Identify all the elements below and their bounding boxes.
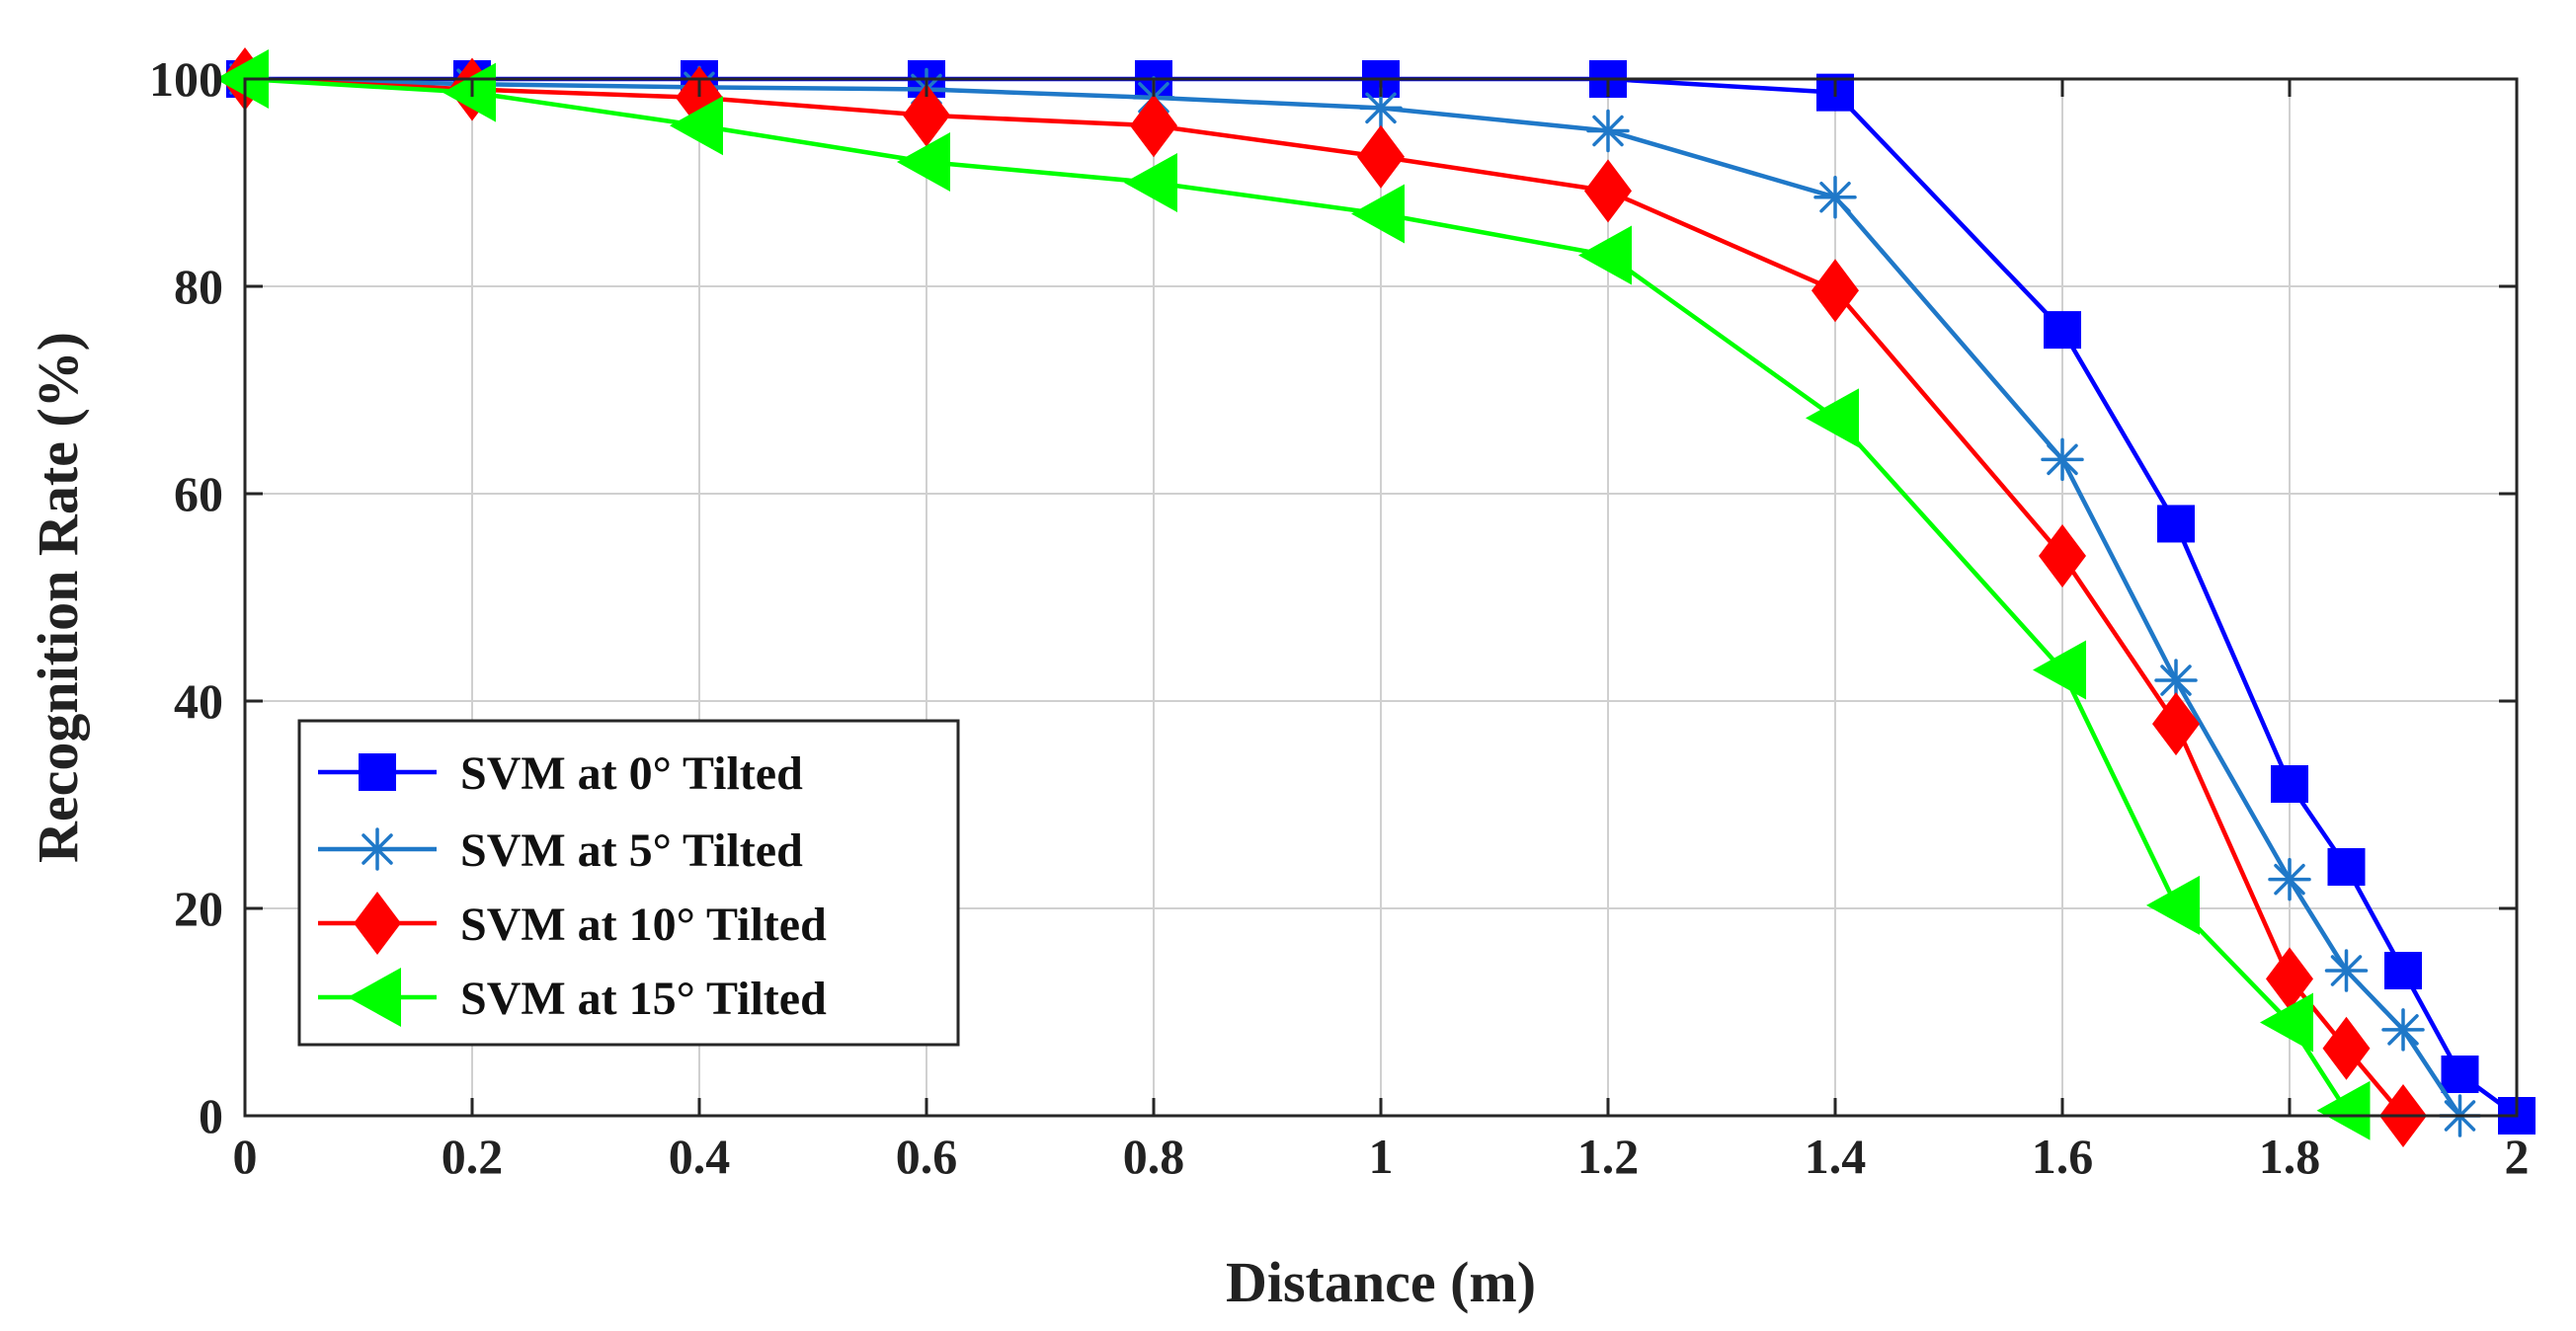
y-tick-label: 100 xyxy=(149,51,223,107)
data-point-diamond xyxy=(1357,124,1405,189)
data-point-square xyxy=(2044,311,2081,350)
data-point-diamond xyxy=(2266,947,2313,1011)
legend-entry-0: SVM at 0° Tilted xyxy=(318,747,803,800)
legend-box xyxy=(297,719,960,1047)
data-point-square xyxy=(359,753,396,791)
legend-entry-3: SVM at 15° Tilted xyxy=(318,968,827,1027)
data-point-triangle xyxy=(2260,992,2313,1053)
data-point-triangle xyxy=(348,968,401,1027)
legend-label: SVM at 10° Tilted xyxy=(460,899,827,951)
series-2 xyxy=(221,47,2427,1147)
series-3 xyxy=(215,49,2371,1140)
data-point-diamond xyxy=(2322,1016,2371,1080)
data-point-asterisk xyxy=(2268,857,2311,901)
data-point-asterisk xyxy=(356,827,399,871)
x-axis-label: Distance (m) xyxy=(1226,1250,1536,1314)
data-point-triangle xyxy=(2146,875,2200,935)
legend-label: SVM at 5° Tilted xyxy=(460,824,803,877)
data-point-asterisk xyxy=(1813,175,1857,219)
x-tick-label: 2 xyxy=(2505,1129,2530,1184)
legend-label: SVM at 0° Tilted xyxy=(460,747,803,800)
data-point-triangle xyxy=(2033,640,2086,700)
data-point-triangle xyxy=(1351,184,1405,244)
axis-ticks xyxy=(243,77,2519,1118)
data-point-triangle xyxy=(1806,388,1859,448)
data-point-diamond xyxy=(1811,259,1859,323)
data-point-triangle xyxy=(670,96,723,156)
data-point-triangle xyxy=(897,132,950,192)
data-point-diamond xyxy=(903,83,950,147)
data-point-asterisk xyxy=(2041,437,2084,482)
legend-entry-1: SVM at 5° Tilted xyxy=(318,824,803,877)
legend-label: SVM at 15° Tilted xyxy=(460,973,827,1025)
y-axis-label: Recognition Rate (%) xyxy=(26,332,90,863)
x-tick-label: 0 xyxy=(233,1129,258,1184)
x-tick-label: 1 xyxy=(1369,1129,1394,1184)
legend-entry-2: SVM at 10° Tilted xyxy=(318,892,827,955)
data-point-triangle xyxy=(215,49,269,109)
data-point-square xyxy=(2327,848,2366,886)
data-point-triangle xyxy=(1124,153,1177,212)
data-point-square xyxy=(2384,952,2422,989)
data-point-square xyxy=(2157,505,2195,543)
data-point-asterisk xyxy=(1586,109,1630,153)
y-tick-label: 60 xyxy=(174,466,223,521)
y-tick-label: 20 xyxy=(174,881,223,936)
y-tick-label: 0 xyxy=(199,1088,223,1143)
data-point-square xyxy=(2271,765,2308,803)
data-point-diamond xyxy=(2039,524,2086,587)
series-line xyxy=(244,76,2462,1118)
data-point-diamond xyxy=(1584,159,1632,223)
x-tick-label: 0.2 xyxy=(442,1129,504,1184)
data-point-square xyxy=(2441,1056,2479,1093)
x-tick-label: 0.4 xyxy=(669,1129,731,1184)
data-point-asterisk xyxy=(2154,659,2198,702)
data-point-asterisk xyxy=(2381,1008,2425,1052)
x-tick-label: 1.8 xyxy=(2259,1129,2321,1184)
x-tick-label: 0.8 xyxy=(1123,1129,1185,1184)
y-tick-label: 40 xyxy=(174,673,223,729)
x-tick-label: 1.6 xyxy=(2032,1129,2094,1184)
legend: SVM at 0° Tilted SVM at 5° Tilted SVM at 1… xyxy=(297,719,960,1047)
data-point-asterisk xyxy=(2324,949,2369,992)
data-point-diamond xyxy=(2152,692,2200,756)
data-point-triangle xyxy=(2316,1080,2371,1140)
y-tick-label: 80 xyxy=(174,259,223,314)
x-tick-label: 0.6 xyxy=(896,1129,958,1184)
data-point-diamond xyxy=(1130,94,1177,158)
data-point-triangle xyxy=(1578,225,1632,285)
data-point-diamond xyxy=(354,892,401,955)
x-tick-label: 1.2 xyxy=(1577,1129,1640,1184)
x-tick-label: 1.4 xyxy=(1805,1129,1867,1184)
